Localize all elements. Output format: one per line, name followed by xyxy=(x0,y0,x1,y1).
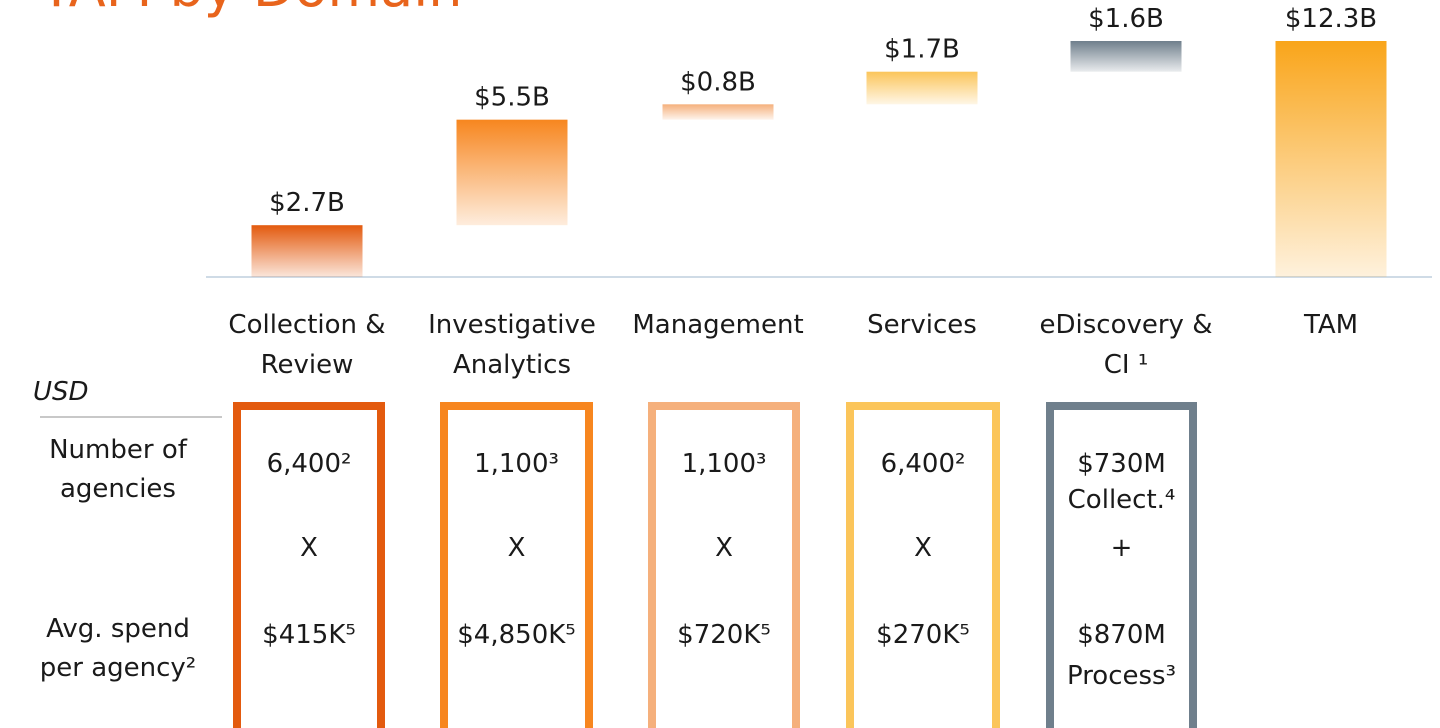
bar xyxy=(866,71,978,105)
row-label: per agency² xyxy=(40,653,196,683)
value-label: $1.7B xyxy=(884,35,960,65)
value-label: $2.7B xyxy=(269,188,345,218)
column-box xyxy=(1046,402,1197,728)
bar xyxy=(456,119,568,226)
value-label: $12.3B xyxy=(1285,4,1377,34)
bar xyxy=(1070,41,1182,72)
cell-value: 1,100³ xyxy=(474,449,559,479)
cell-value: 6,400² xyxy=(881,449,966,479)
x-tick-label: TAM xyxy=(1303,310,1358,340)
cell-value: Collect.⁴ xyxy=(1068,485,1176,515)
bar xyxy=(662,104,774,120)
x-tick-label: Analytics xyxy=(453,350,571,380)
cell-value: $4,850K⁵ xyxy=(457,620,575,650)
row-label: Number of xyxy=(49,435,188,465)
x-tick-label: CI ¹ xyxy=(1104,350,1149,380)
row-label: Avg. spend xyxy=(46,614,190,644)
operator: X xyxy=(715,533,733,563)
operator: + xyxy=(1111,533,1133,563)
cell-value: $270K⁵ xyxy=(876,620,970,650)
column-box xyxy=(648,402,800,728)
cell-value: $870M xyxy=(1077,620,1166,650)
column-box xyxy=(846,402,1000,728)
chart-title: TAM by Domain xyxy=(39,0,462,19)
cell-value: Process³ xyxy=(1067,661,1176,691)
column-box xyxy=(440,402,593,728)
value-label: $5.5B xyxy=(474,83,550,113)
operator: X xyxy=(914,533,932,563)
row-label: agencies xyxy=(60,474,176,504)
x-tick-label: Collection & xyxy=(228,310,385,340)
cell-value: 6,400² xyxy=(267,449,352,479)
x-tick-label: Management xyxy=(632,310,803,340)
column-box xyxy=(233,402,385,728)
value-label: $0.8B xyxy=(680,67,756,97)
x-tick-label: Investigative xyxy=(428,310,596,340)
cell-value: 1,100³ xyxy=(682,449,767,479)
x-tick-label: Review xyxy=(261,350,354,380)
bar xyxy=(251,225,363,277)
cell-value: $415K⁵ xyxy=(262,620,356,650)
operator: X xyxy=(508,533,526,563)
x-tick-label: eDiscovery & xyxy=(1040,310,1213,340)
cell-value: $730M xyxy=(1077,449,1166,479)
cell-value: $720K⁵ xyxy=(677,620,771,650)
bar xyxy=(1275,41,1387,277)
value-label: $1.6B xyxy=(1088,4,1164,34)
operator: X xyxy=(300,533,318,563)
x-tick-label: Services xyxy=(867,310,977,340)
unit-label: USD xyxy=(33,377,89,407)
